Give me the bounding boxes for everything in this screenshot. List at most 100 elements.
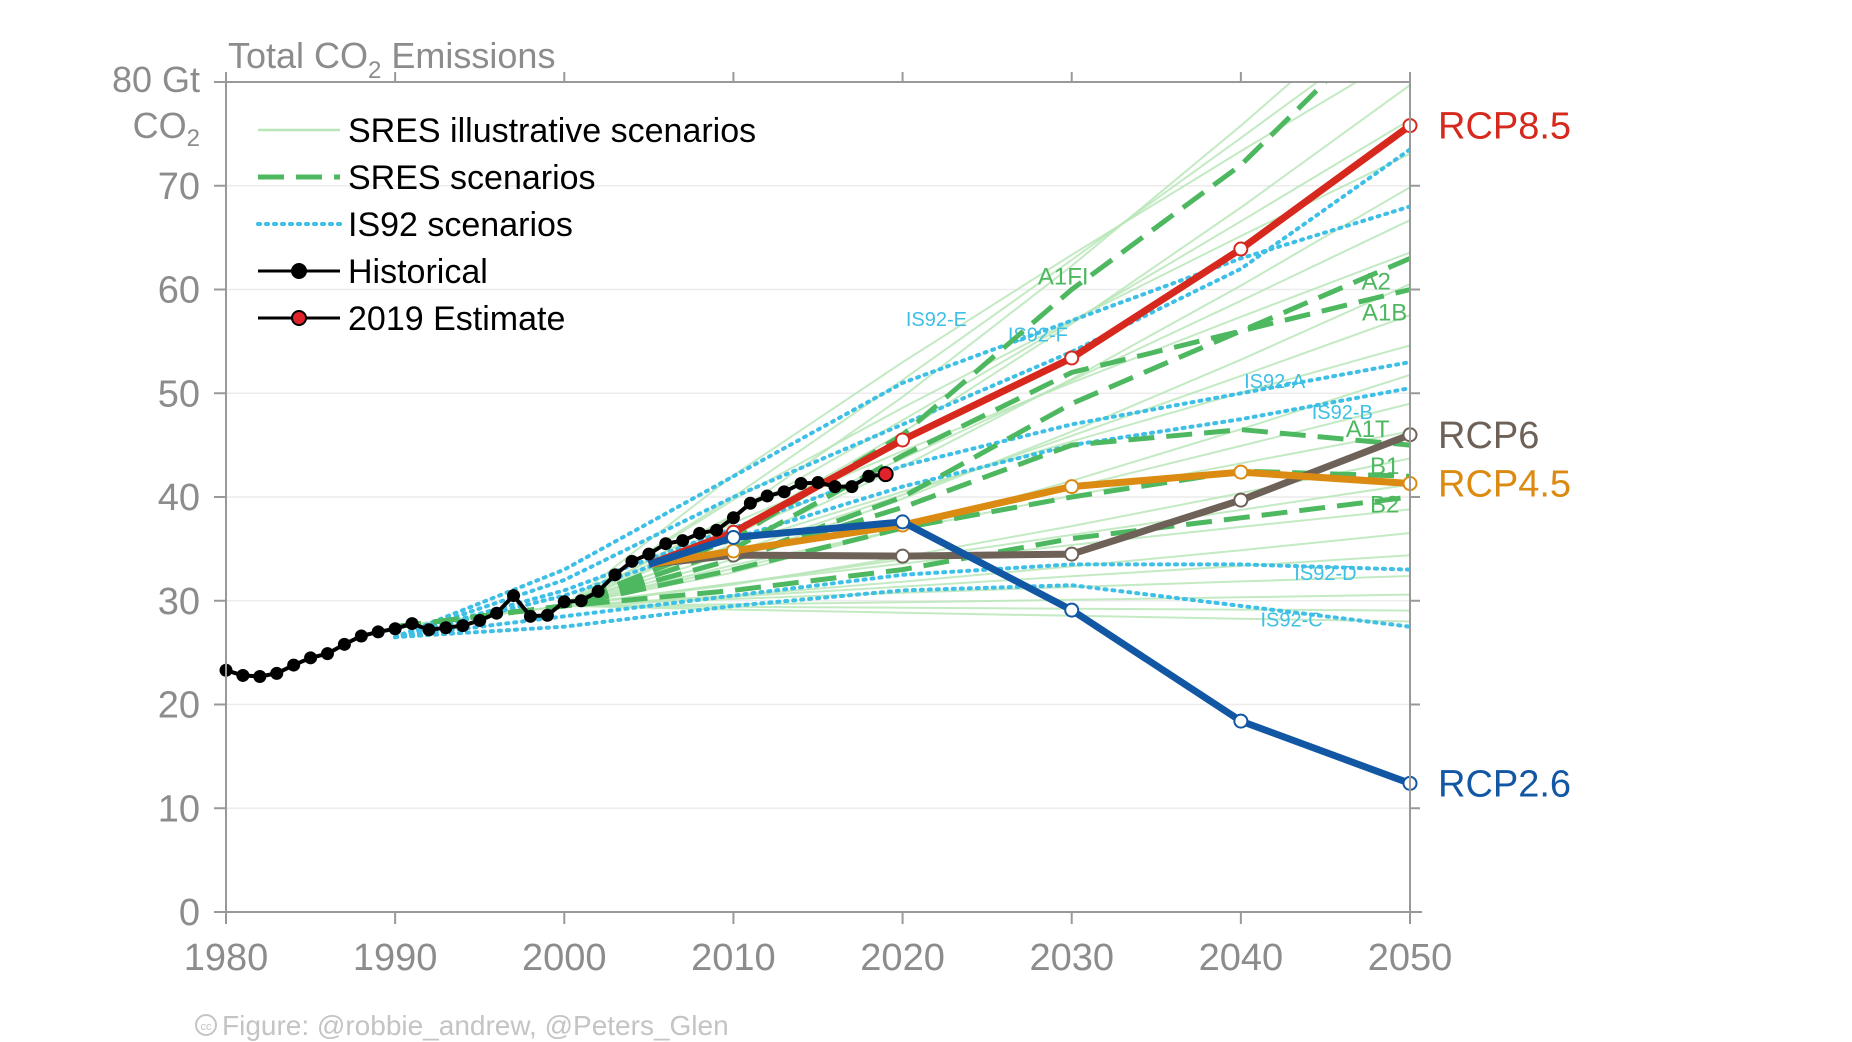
historical-point xyxy=(236,668,250,682)
historical-line xyxy=(219,466,894,683)
is92-line xyxy=(393,147,1410,640)
legend-item: SRES illustrative scenarios xyxy=(258,112,756,150)
historical-point xyxy=(337,637,351,651)
credit: cc Figure: @robbie_andrew, @Peters_Glen xyxy=(195,1010,729,1041)
rcp-point xyxy=(1064,350,1080,366)
rcp-point xyxy=(895,432,911,448)
legend-label: SRES illustrative scenarios xyxy=(348,112,756,150)
y-tick-label: 50 xyxy=(158,373,200,415)
y-unit-label-line1: 80 Gt xyxy=(112,59,200,100)
legend-item: Historical xyxy=(258,253,488,291)
cc-mark: cc xyxy=(201,1021,213,1033)
estimate-2019-point xyxy=(877,466,894,483)
legend-label: 2019 Estimate xyxy=(348,300,565,338)
historical-point xyxy=(642,547,656,561)
historical-point xyxy=(710,523,724,537)
legend: SRES illustrative scenarios SRES scenario… xyxy=(256,112,756,338)
is92-label: IS92-E xyxy=(906,309,967,331)
rcp-point xyxy=(1233,241,1249,257)
is92-label: IS92-D xyxy=(1294,563,1356,585)
y-tick-label: 30 xyxy=(158,581,200,623)
is92-label: IS92-F xyxy=(1008,324,1068,346)
historical-point xyxy=(608,568,622,582)
sres-label: A1FI xyxy=(1038,263,1089,290)
sres-label: A1B xyxy=(1362,300,1407,327)
historical-point xyxy=(828,480,842,494)
x-tick-label: 2040 xyxy=(1199,937,1284,979)
is92-label: IS92-B xyxy=(1312,402,1373,424)
historical-point xyxy=(371,625,385,639)
sres-illustrative-line xyxy=(394,373,1410,628)
y-tick-label: 60 xyxy=(158,270,200,312)
gridlines xyxy=(226,185,1410,809)
y-tick-label: 70 xyxy=(158,166,200,208)
historical-point xyxy=(794,477,808,491)
historical-point xyxy=(557,595,571,609)
historical-point xyxy=(862,469,876,483)
is92-line xyxy=(393,562,1410,640)
historical-point xyxy=(270,666,284,680)
historical-point xyxy=(253,669,267,683)
rcp-label: RCP6 xyxy=(1438,415,1539,457)
historical-point xyxy=(490,606,504,620)
x-tick-label: 1990 xyxy=(353,937,438,979)
y-unit-label-line2: CO2 xyxy=(133,105,200,152)
legend-label: Historical xyxy=(348,253,488,291)
legend-marker xyxy=(291,310,307,326)
historical-point xyxy=(693,526,707,540)
legend-marker xyxy=(291,263,307,279)
sres-label: B2 xyxy=(1370,492,1399,519)
sres-label: A2 xyxy=(1361,269,1390,296)
historical-point xyxy=(507,589,521,603)
historical-point xyxy=(354,629,368,643)
historical-point xyxy=(811,475,825,489)
x-tick-label: 2030 xyxy=(1029,937,1114,979)
rcp-point xyxy=(895,514,911,530)
historical-point xyxy=(743,496,757,510)
rcp-point xyxy=(1233,713,1249,729)
rcp-point xyxy=(1233,464,1249,480)
historical-point xyxy=(760,489,774,503)
rcp-point xyxy=(895,548,911,564)
sres-label: A1T xyxy=(1346,416,1390,443)
rcp-label: RCP2.6 xyxy=(1438,763,1571,805)
legend-label: SRES scenarios xyxy=(348,159,596,197)
rcp-point xyxy=(725,529,741,545)
historical-point xyxy=(726,511,740,525)
chart-title: Total CO2 Emissions xyxy=(228,35,555,84)
historical-point xyxy=(591,584,605,598)
historical-point xyxy=(320,647,334,661)
historical-point xyxy=(405,617,419,631)
rcp-line xyxy=(647,122,1413,568)
is92-label: IS92-A xyxy=(1244,371,1306,393)
legend-item: 2019 Estimate xyxy=(258,300,565,338)
y-tick-label: 40 xyxy=(158,477,200,519)
legend-label: IS92 scenarios xyxy=(348,206,573,244)
y-tick-label: 10 xyxy=(158,788,200,830)
historical-point xyxy=(456,619,470,633)
sres-label: B1 xyxy=(1370,453,1399,480)
x-tick-label: 2050 xyxy=(1368,937,1453,979)
x-tick-label: 1980 xyxy=(184,937,269,979)
historical-point xyxy=(676,534,690,548)
is92-line xyxy=(393,204,1410,640)
rcp-line xyxy=(648,468,1411,568)
x-tick-label: 2020 xyxy=(860,937,945,979)
historical-point xyxy=(574,594,588,608)
rcp-label: RCP8.5 xyxy=(1438,106,1571,148)
historical-point xyxy=(439,621,453,635)
is92-line xyxy=(393,360,1410,640)
historical-point xyxy=(422,623,436,637)
rcp-lines: RCP8.5 RCP6 RCP4.5 RCP2.6 xyxy=(647,106,1571,805)
historical-point xyxy=(625,554,639,568)
x-tick-label: 2010 xyxy=(691,937,776,979)
historical-point xyxy=(540,608,554,622)
cc-icon xyxy=(195,1014,217,1036)
legend-item: SRES scenarios xyxy=(258,159,596,197)
historical-point xyxy=(304,651,318,665)
historical-point xyxy=(473,613,487,627)
rcp-label: RCP4.5 xyxy=(1438,464,1571,506)
historical-path xyxy=(225,472,886,679)
x-tick-label: 2000 xyxy=(522,937,607,979)
rcp-line xyxy=(647,518,1412,787)
